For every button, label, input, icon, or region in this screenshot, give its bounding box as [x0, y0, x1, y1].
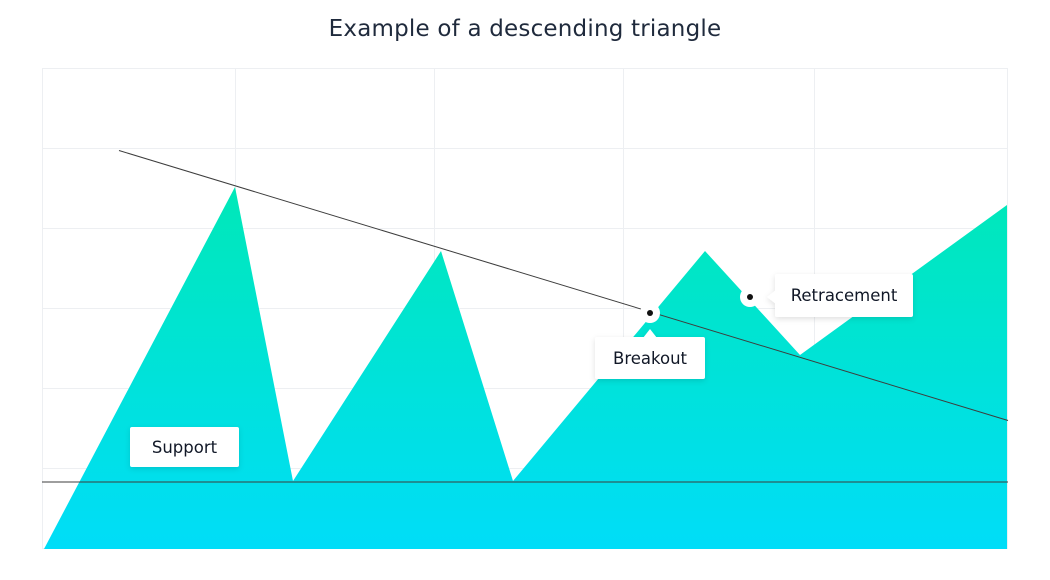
retracement-label-text: Retracement	[791, 286, 898, 305]
breakout-marker	[640, 303, 660, 323]
support-label	[130, 427, 239, 467]
retracement-label	[767, 274, 913, 317]
price-area	[44, 187, 1007, 549]
resistance-trendline	[118, 150, 1009, 421]
retracement-marker	[740, 287, 760, 307]
chart-title: Example of a descending triangle	[328, 16, 722, 42]
breakout-label	[595, 329, 705, 379]
support-label-text: Support	[152, 438, 218, 457]
breakout-label-text: Breakout	[613, 349, 688, 368]
